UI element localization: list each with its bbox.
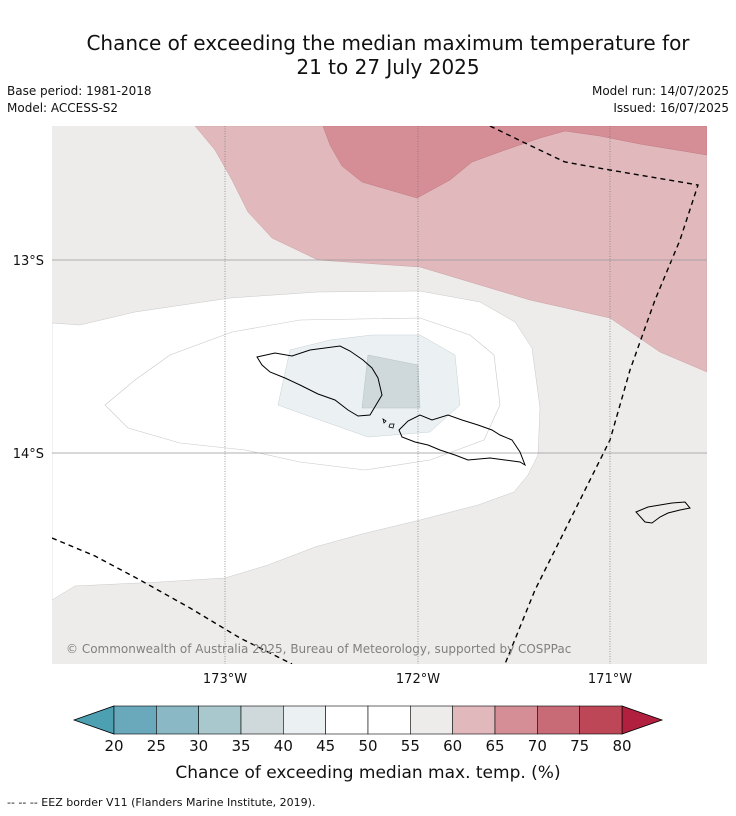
lon-label-171w: 171°W bbox=[588, 672, 632, 687]
meta-right: Model run: 14/07/2025 Issued: 16/07/2025 bbox=[592, 83, 729, 117]
model-name: Model: ACCESS-S2 bbox=[7, 101, 119, 115]
chart-title: Chance of exceeding the median maximum t… bbox=[0, 31, 736, 79]
colorbar-swatch bbox=[537, 705, 580, 735]
colorbar-swatch bbox=[156, 705, 199, 735]
colorbar-swatch bbox=[240, 705, 284, 735]
title-line-1: Chance of exceeding the median maximum t… bbox=[86, 31, 690, 55]
colorbar-tick-label: 40 bbox=[274, 737, 293, 755]
colorbar-tick-label: 80 bbox=[612, 737, 631, 755]
map-area bbox=[52, 126, 707, 664]
issued-date: Issued: 16/07/2025 bbox=[613, 101, 729, 115]
title-line-2: 21 to 27 July 2025 bbox=[296, 55, 480, 79]
colorbar-tick-label: 75 bbox=[570, 737, 589, 755]
colorbar-swatch bbox=[494, 705, 538, 735]
colorbar-swatch bbox=[283, 705, 326, 735]
colorbar-swatch bbox=[198, 705, 242, 735]
colorbar-swatch bbox=[579, 705, 623, 735]
contour-65-70 bbox=[322, 126, 707, 199]
contour-line-inner-1 bbox=[104, 317, 501, 471]
colorbar-over-arrow bbox=[621, 705, 664, 735]
lon-label-172w: 172°W bbox=[396, 672, 440, 687]
colorbar-tick-label: 25 bbox=[147, 737, 166, 755]
eez-border-north bbox=[489, 126, 699, 664]
contour-35-40 bbox=[361, 354, 421, 409]
colorbar-tick-label: 30 bbox=[189, 737, 208, 755]
lon-label-173w: 173°W bbox=[203, 672, 247, 687]
colorbar-tick-label: 35 bbox=[231, 737, 250, 755]
colorbar-swatch bbox=[410, 705, 453, 735]
colorbar-tick-label: 65 bbox=[485, 737, 504, 755]
colorbar-swatch bbox=[325, 705, 369, 735]
tutuila-island bbox=[635, 501, 691, 524]
colorbar-under-arrow bbox=[72, 705, 115, 735]
eez-border-south bbox=[52, 537, 293, 664]
meta-left: Base period: 1981-2018 Model: ACCESS-S2 bbox=[7, 83, 152, 117]
model-run: Model run: 14/07/2025 bbox=[591, 84, 729, 98]
colorbar-swatch bbox=[452, 705, 496, 735]
colorbar: 20 25 30 35 40 45 50 55 60 65 70 75 80 bbox=[72, 705, 664, 755]
copyright-text: © Commonwealth of Australia 2025, Bureau… bbox=[66, 642, 571, 656]
colorbar-tick-label: 45 bbox=[316, 737, 335, 755]
lat-label-13s: 13°S bbox=[13, 254, 44, 269]
colorbar-label: Chance of exceeding median max. temp. (%… bbox=[175, 763, 561, 783]
colorbar-tick-label: 20 bbox=[104, 737, 123, 755]
contour-60-65 bbox=[194, 126, 707, 373]
upolu-island bbox=[398, 414, 526, 467]
lat-label-14s: 14°S bbox=[13, 447, 44, 462]
apolima-islet bbox=[388, 423, 395, 429]
colorbar-tick-label: 70 bbox=[528, 737, 547, 755]
colorbar-tick-label: 60 bbox=[443, 737, 462, 755]
manono-islet bbox=[382, 418, 387, 424]
eez-footnote: -- -- -- EEZ border V11 (Flanders Marine… bbox=[7, 796, 316, 809]
colorbar-swatch bbox=[367, 705, 411, 735]
colorbar-tick-label: 50 bbox=[358, 737, 377, 755]
base-period: Base period: 1981-2018 bbox=[7, 84, 152, 98]
savaii-island bbox=[256, 345, 383, 417]
colorbar-swatch bbox=[113, 705, 157, 735]
colorbar-tick-label: 55 bbox=[401, 737, 420, 755]
